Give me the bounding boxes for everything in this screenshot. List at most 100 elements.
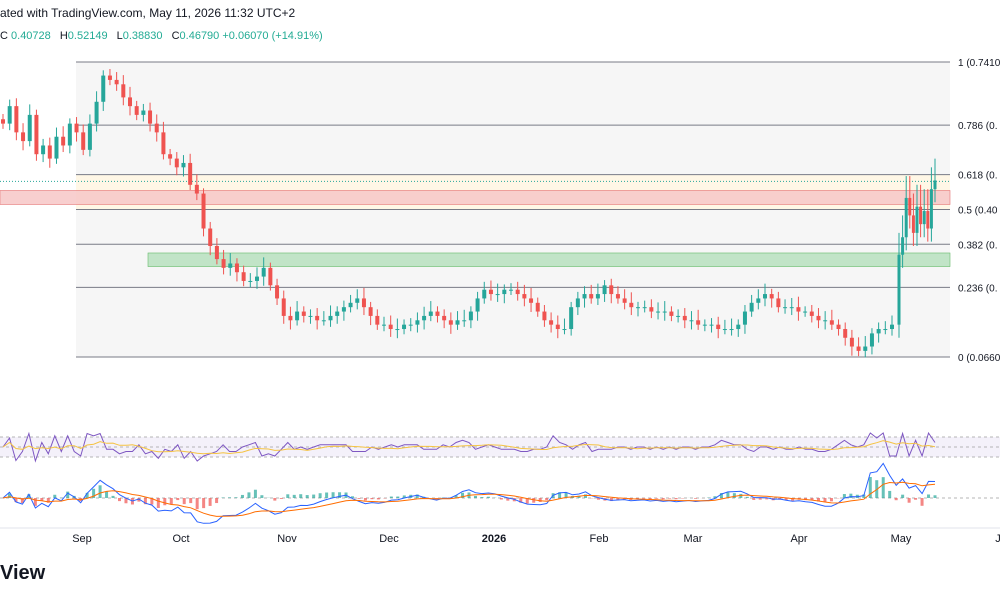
candle (622, 289, 627, 310)
candle (395, 318, 400, 339)
macd-histogram-bar (331, 492, 335, 498)
ohlc-lead: C (0, 30, 8, 42)
candle-body (1, 119, 5, 124)
candle-body (656, 311, 661, 313)
candle (194, 174, 199, 201)
macd-histogram-bar (532, 498, 536, 503)
candle (904, 176, 908, 251)
macd-histogram-bar (163, 498, 167, 506)
macd-histogram-bar (920, 498, 924, 506)
candle-body (636, 307, 640, 309)
candle-body (682, 315, 687, 321)
x-tick-label: Mar (684, 533, 703, 545)
macd-histogram-bar (370, 498, 374, 500)
candle-body (869, 333, 874, 347)
macd-histogram-bar (719, 493, 723, 498)
candle (776, 291, 781, 313)
macd-histogram-bar (14, 498, 18, 503)
candle (783, 299, 788, 314)
open-value: 0.40728 (11, 30, 51, 42)
candle-body (228, 263, 233, 268)
macd-histogram-bar (616, 498, 620, 501)
macd-histogram-bar (215, 498, 219, 504)
candle-body (809, 311, 814, 316)
candle (642, 300, 647, 313)
candle-body (876, 329, 881, 334)
macd-histogram-bar (461, 492, 465, 498)
macd-histogram-bar (389, 496, 393, 498)
candle-body (629, 302, 634, 308)
candle (422, 306, 427, 330)
candle-body (535, 302, 540, 312)
candle-body (696, 320, 701, 325)
candle-body (395, 329, 400, 331)
candle (929, 167, 933, 242)
candle-body (676, 315, 681, 317)
candle-body (475, 298, 480, 312)
candle (114, 72, 119, 91)
candle-body (355, 298, 360, 303)
macd-histogram-bar (46, 498, 50, 503)
macd-histogram-bar (40, 498, 44, 501)
macd-line (2, 462, 936, 524)
candle (582, 286, 587, 308)
candle-body (328, 315, 333, 321)
macd-histogram-bar (98, 485, 102, 498)
macd-histogram-bar (791, 498, 795, 501)
macd-histogram-bar (156, 498, 160, 508)
macd-histogram-bar (564, 492, 568, 498)
macd-histogram-bar (888, 490, 892, 498)
macd-histogram-bar (849, 493, 853, 498)
candle-body (582, 294, 587, 299)
candle (729, 318, 734, 336)
candle (869, 328, 874, 355)
x-tick-label: Dec (379, 533, 399, 545)
candle (482, 281, 487, 304)
candle (382, 316, 386, 332)
candle (696, 309, 701, 330)
macd-histogram-bar (351, 496, 354, 498)
candle (67, 118, 72, 154)
candle-body (555, 324, 560, 330)
candle-body (789, 307, 794, 309)
low-label: L (116, 30, 123, 42)
fib-label: 0.382 (0. (958, 240, 997, 251)
candle (228, 252, 233, 276)
macd-histogram-bar (713, 496, 717, 498)
candle-body (141, 110, 146, 115)
macd-histogram-bar (486, 496, 490, 498)
candle (34, 109, 39, 161)
macd-histogram-bar (92, 488, 96, 498)
candle-body (301, 311, 306, 316)
candle (863, 336, 868, 358)
macd-histogram-bar (726, 492, 730, 498)
candle-body (749, 302, 754, 312)
candle (709, 318, 714, 333)
candle-body (756, 298, 761, 303)
macd-histogram-bar (195, 498, 199, 510)
candle-body (101, 75, 106, 102)
macd-histogram-bar (881, 477, 885, 498)
candle (849, 329, 854, 356)
macd-histogram-bar (27, 494, 31, 498)
candle (615, 286, 620, 304)
candle (595, 283, 600, 305)
candle-body (919, 206, 923, 225)
candle (716, 316, 721, 339)
macd-histogram-bar (739, 493, 743, 498)
candle (919, 184, 923, 238)
candle (629, 292, 634, 316)
candle-body (214, 245, 219, 260)
candle-body (542, 311, 547, 321)
macd-histogram-bar (668, 498, 672, 499)
candle-body (408, 324, 413, 326)
candle (141, 103, 146, 122)
candle-body (829, 320, 834, 325)
candle-body (509, 289, 513, 291)
fib-label: 0.236 (0. (958, 283, 997, 294)
candle-body (816, 315, 821, 321)
candle-body (107, 75, 112, 80)
macd-histogram-bar (596, 498, 600, 500)
candle (61, 126, 66, 153)
